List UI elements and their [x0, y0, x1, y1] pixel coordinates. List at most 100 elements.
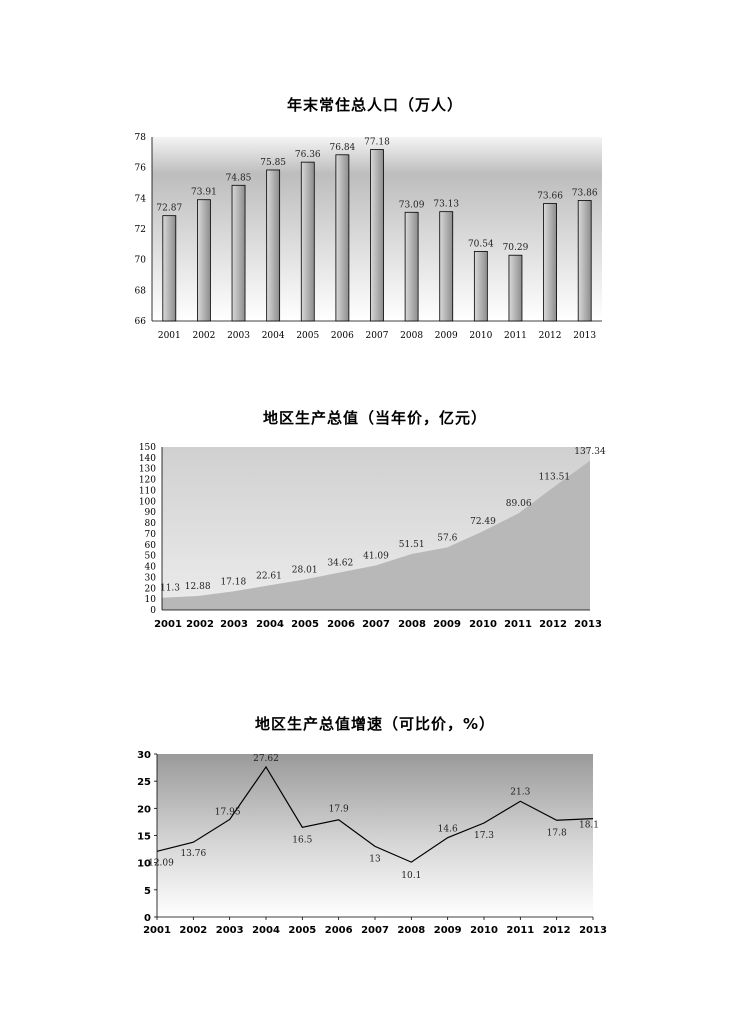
line-value-label: 13.76 [180, 849, 206, 859]
bar-value-label: 72.87 [156, 204, 182, 214]
bar [543, 203, 557, 322]
y-tick-label: 30 [145, 573, 157, 583]
x-tick-label: 2009 [435, 331, 458, 341]
x-tick-label: 2010 [470, 925, 498, 936]
x-tick-label: 2008 [397, 925, 425, 936]
bar [473, 250, 488, 322]
line-value-label: 17.8 [547, 828, 567, 838]
line-value-label: 14.6 [438, 825, 458, 835]
line-value-label: 13 [369, 854, 381, 864]
area-value-label: 12.88 [185, 582, 211, 592]
x-tick-label: 2013 [574, 619, 602, 630]
x-tick-label: 2012 [539, 331, 562, 341]
x-tick-label: 2001 [154, 619, 182, 630]
area-value-label: 72.49 [470, 517, 496, 527]
line-value-label: 27.62 [253, 754, 279, 764]
x-tick-label: 2008 [398, 619, 426, 630]
y-tick-label: 78 [135, 133, 147, 143]
plot-area [157, 754, 593, 917]
bar [577, 200, 592, 322]
y-tick-label: 5 [144, 886, 151, 897]
x-tick-label: 2003 [216, 925, 244, 936]
bar [508, 254, 523, 322]
line-value-label: 16.5 [292, 835, 312, 845]
bar [162, 215, 177, 322]
y-tick-label: 60 [145, 541, 157, 551]
y-tick-label: 150 [139, 443, 156, 453]
x-tick-label: 2001 [158, 331, 181, 341]
y-tick-label: 130 [139, 465, 156, 475]
bar [335, 154, 350, 322]
area-value-label: 57.6 [437, 533, 457, 543]
line-value-label: 17.95 [215, 807, 241, 817]
bar-value-label: 73.09 [399, 200, 425, 210]
line-value-label: 17.9 [329, 805, 349, 815]
bar-value-label: 76.36 [295, 150, 321, 160]
y-tick-label: 68 [135, 286, 147, 296]
x-tick-label: 2010 [469, 331, 492, 341]
y-tick-label: 110 [139, 486, 156, 496]
x-tick-label: 2011 [504, 619, 532, 630]
y-tick-label: 0 [150, 606, 156, 616]
bar [439, 211, 454, 322]
x-tick-label: 2006 [325, 925, 353, 936]
y-tick-label: 0 [144, 913, 151, 924]
y-tick-label: 120 [139, 476, 156, 486]
bar [300, 161, 315, 322]
area-value-label: 11.3 [160, 584, 180, 594]
bar-value-label: 70.29 [503, 243, 529, 253]
x-tick-label: 2012 [539, 619, 567, 630]
x-tick-label: 2005 [291, 619, 319, 630]
x-tick-label: 2001 [143, 925, 171, 936]
y-tick-label: 74 [135, 194, 147, 204]
area-value-label: 22.61 [256, 571, 282, 581]
x-tick-label: 2006 [331, 331, 354, 341]
bar-value-label: 73.66 [537, 192, 563, 202]
y-tick-label: 20 [145, 584, 157, 594]
x-tick-label: 2005 [288, 925, 316, 936]
x-tick-label: 2003 [220, 619, 248, 630]
bar [404, 211, 419, 322]
line-value-label: 10.1 [401, 871, 421, 881]
y-tick-label: 76 [135, 164, 147, 174]
x-tick-label: 2007 [361, 925, 389, 936]
bar-value-label: 76.84 [330, 143, 356, 153]
growth-chart-title: 地区生产总值增速（可比价，%） [254, 715, 496, 733]
population-chart-title: 年末常住总人口（万人） [286, 96, 463, 114]
y-tick-label: 140 [139, 454, 156, 464]
area-value-label: 28.01 [292, 566, 318, 576]
area-value-label: 41.09 [363, 551, 389, 561]
y-tick-label: 50 [145, 552, 157, 562]
x-tick-label: 2007 [366, 331, 389, 341]
x-tick-label: 2002 [179, 925, 207, 936]
line-value-label: 18.1 [579, 821, 599, 831]
x-tick-label: 2005 [296, 331, 319, 341]
y-tick-label: 10 [145, 595, 157, 605]
y-tick-label: 15 [137, 832, 151, 843]
x-tick-label: 2009 [433, 619, 461, 630]
bar [266, 169, 281, 322]
bar [370, 149, 384, 322]
area-value-label: 51.51 [399, 540, 425, 550]
x-tick-label: 2011 [506, 925, 534, 936]
line-value-label: 21.3 [510, 787, 530, 797]
bar-value-label: 70.54 [468, 239, 494, 249]
x-tick-label: 2004 [252, 925, 280, 936]
growth-line-chart: 0 5 10 15 20 25 30 12.09 2001 13.76 2002 17.95 2003 2… [137, 750, 607, 936]
x-tick-label: 2009 [434, 925, 462, 936]
y-tick-label: 70 [135, 256, 147, 266]
bar-value-label: 75.85 [260, 158, 286, 168]
x-tick-label: 2013 [579, 925, 607, 936]
x-tick-label: 2003 [227, 331, 250, 341]
area-value-label: 89.06 [506, 499, 532, 509]
bar [197, 199, 211, 322]
area-value-label: 34.62 [327, 558, 353, 568]
y-tick-label: 20 [137, 804, 151, 815]
bar-value-label: 73.86 [572, 188, 598, 198]
y-tick-label: 70 [145, 530, 157, 540]
x-tick-label: 2002 [186, 619, 214, 630]
x-tick-label: 2004 [256, 619, 284, 630]
x-tick-label: 2006 [327, 619, 355, 630]
y-tick-label: 25 [137, 777, 151, 788]
area-value-label: 137.34 [574, 447, 606, 457]
